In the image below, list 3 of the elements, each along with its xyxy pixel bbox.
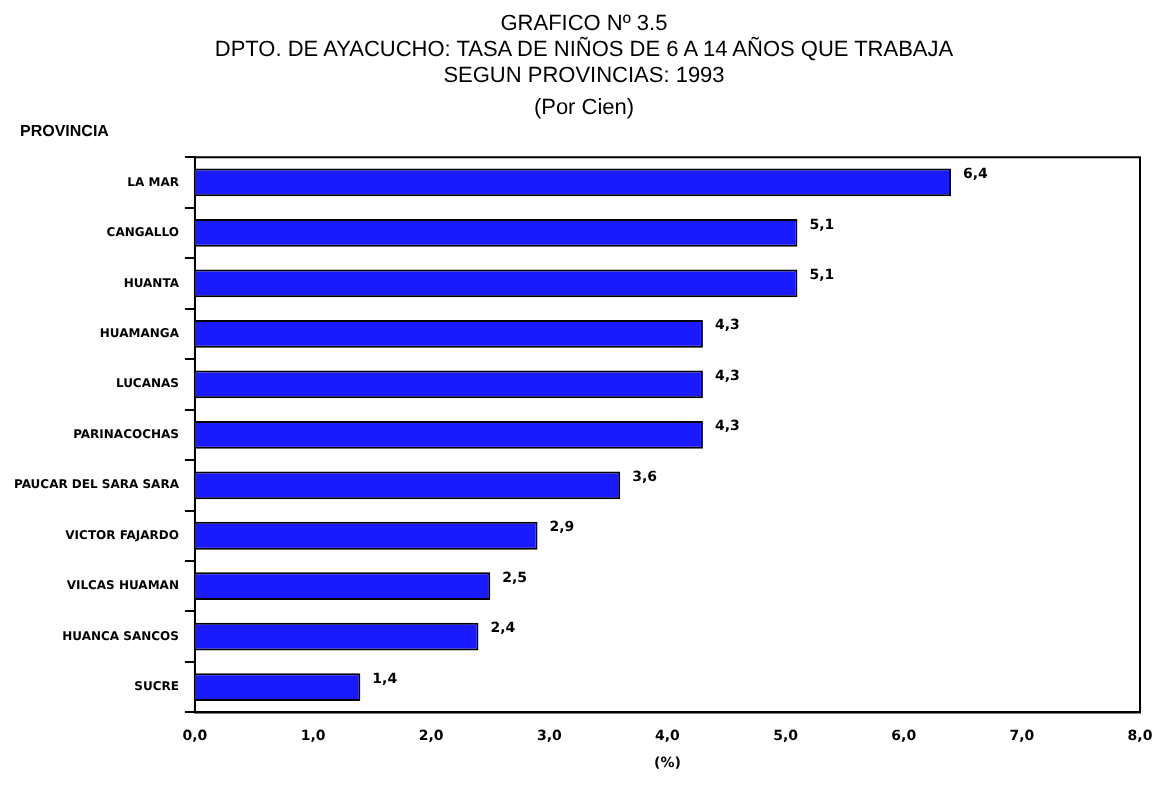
y-axis-title: PROVINCIA — [20, 122, 109, 140]
chart-subtitle: (Por Cien) — [531, 96, 637, 120]
chart-title: GRAFICO Nº 3.5 DPTO. DE AYACUCHO: TASA DE NIÑOS DE 6 A 14 AÑOS QUE TRABAJA SEGUN PROVINCIAS: 1993 — [212, 12, 956, 90]
